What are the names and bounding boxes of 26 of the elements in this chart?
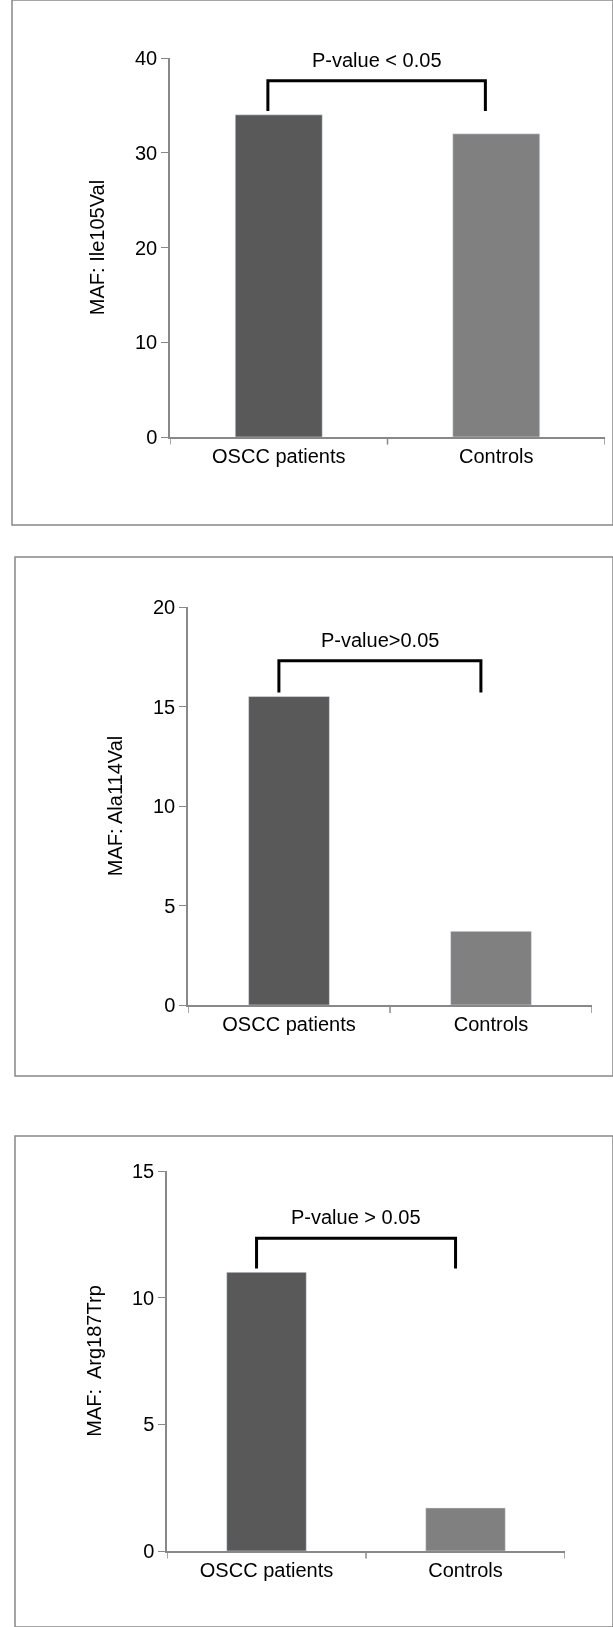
annotation: P-value < 0.05 — [312, 49, 442, 71]
y-tick-label: 30 — [135, 141, 158, 164]
annotation: P-value > 0.05 — [291, 1206, 421, 1228]
y-tick-label: 0 — [143, 1540, 155, 1562]
y-tick-label: 20 — [135, 236, 158, 259]
y-tick-label: 20 — [153, 596, 176, 618]
y-axis-title: MAF: Ile105Val — [86, 179, 108, 316]
y-tick-label: 5 — [164, 894, 176, 917]
x-tick-label: OSCC patients — [212, 444, 346, 467]
y-tick-label: 0 — [146, 426, 158, 448]
x-tick-label: OSCC patients — [199, 1558, 334, 1581]
y-tick-label: 10 — [153, 795, 176, 817]
y-tick-label: 40 — [135, 47, 158, 69]
y-tick-label: 15 — [132, 1160, 155, 1182]
y-tick-label: 5 — [143, 1413, 155, 1436]
x-tick-label: Controls — [453, 1012, 529, 1035]
y-tick-label: 10 — [132, 1286, 155, 1309]
y-axis-title: MAF: Ala114Val — [104, 735, 126, 877]
y-tick-label: 15 — [153, 695, 176, 718]
y-axis-title: MAF: Arg187Trp — [83, 1285, 105, 1437]
y-tick-label: 0 — [164, 994, 176, 1016]
x-tick-label: OSCC patients — [222, 1012, 356, 1035]
x-tick-label: Controls — [459, 444, 534, 467]
y-tick-label: 10 — [135, 331, 158, 354]
x-tick-label: Controls — [428, 1558, 503, 1581]
annotation: P-value>0.05 — [321, 629, 440, 651]
